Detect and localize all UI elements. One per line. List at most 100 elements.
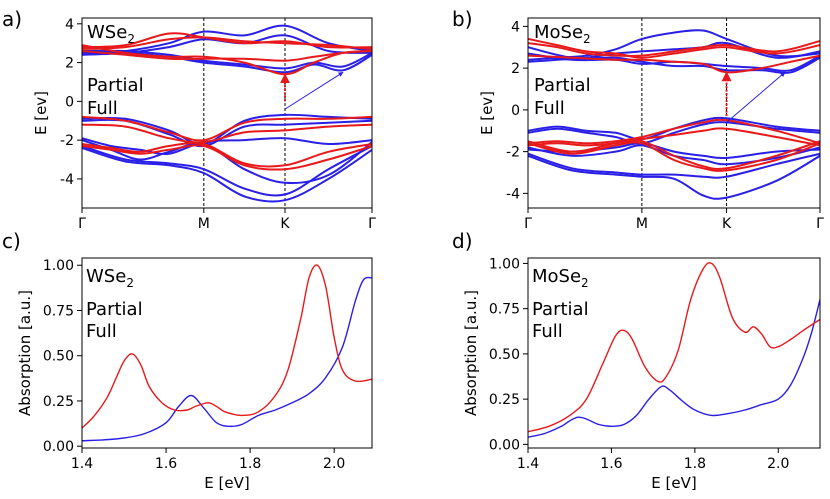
x-tick-label: 1.6 — [155, 456, 177, 472]
y-axis-label: Absorption [a.u.] — [16, 290, 34, 416]
y-tick-label: 2 — [511, 61, 520, 77]
kpoint-label: Γ — [524, 216, 532, 232]
y-tick-label: 0.00 — [43, 439, 74, 455]
legend-full: Full — [532, 321, 563, 342]
y-tick-label: 4 — [511, 19, 520, 35]
kpoint-label: Γ — [368, 216, 376, 232]
axes-frame — [81, 257, 373, 449]
y-tick-label: 0.75 — [489, 302, 520, 318]
band-line-full — [82, 36, 372, 50]
absorption-line-full — [528, 262, 820, 433]
material-label: MoSe2 — [534, 22, 591, 46]
y-tick-label: 0 — [65, 94, 74, 110]
band-line-partial — [528, 121, 820, 145]
x-tick-label: 2.0 — [323, 456, 345, 472]
legend-full: Full — [534, 98, 565, 119]
material-name: WSe — [87, 22, 127, 43]
band-line-full — [528, 118, 820, 145]
panel-letter: b) — [452, 7, 473, 31]
absorption-line-partial — [82, 276, 372, 442]
x-tick-label: 1.4 — [517, 456, 539, 472]
panel-letter: a) — [2, 7, 22, 31]
band-line-full — [528, 139, 820, 171]
x-tick-label: 1.6 — [600, 456, 622, 472]
kpoint-label: M — [198, 216, 210, 232]
kpoint-label: Γ — [816, 216, 824, 232]
panel-letter: d) — [452, 229, 473, 253]
y-tick-label: -4 — [60, 172, 74, 188]
plot-area — [82, 264, 372, 442]
band-line-full — [528, 141, 820, 172]
y-tick-label: 0.50 — [489, 347, 520, 363]
axes-frame — [81, 17, 373, 209]
y-axis-label: E [ev] — [478, 91, 496, 135]
y-tick-label: 1.00 — [43, 258, 74, 274]
band-line-full — [82, 144, 372, 171]
absorption-line-full — [82, 264, 372, 429]
y-tick-label: 0.25 — [43, 394, 74, 410]
y-tick-label: 4 — [65, 17, 74, 33]
legend-full: Full — [86, 321, 117, 342]
y-tick-label: 0.00 — [489, 437, 520, 453]
kpoint-label: K — [722, 216, 732, 232]
material-label: MoSe2 — [532, 266, 589, 290]
legend-partial: Partial — [87, 75, 144, 96]
material-subscript: 2 — [583, 32, 591, 46]
transition-arrow-partial — [284, 71, 344, 110]
y-tick-label: 2 — [65, 56, 74, 72]
transition-arrow-partial — [726, 71, 786, 123]
axes-frame — [527, 257, 821, 449]
y-tick-label: 1.00 — [489, 256, 520, 272]
panel-letter: c) — [2, 229, 21, 253]
material-label: WSe2 — [87, 22, 135, 46]
band-line-partial — [528, 152, 820, 179]
band-line-full — [82, 123, 372, 144]
band-line-partial — [528, 116, 820, 141]
band-line-full — [528, 40, 820, 57]
y-tick-label: 0.75 — [43, 303, 74, 319]
x-axis-label: E [eV] — [651, 474, 696, 492]
band-line-partial — [82, 49, 372, 70]
legend-partial: Partial — [534, 75, 591, 96]
y-tick-label: -2 — [60, 133, 74, 149]
legend-full: Full — [87, 98, 118, 119]
material-name: MoSe — [532, 266, 581, 287]
band-line-full — [82, 44, 372, 76]
absorption-line-partial — [528, 299, 820, 438]
y-tick-label: -2 — [506, 145, 520, 161]
band-line-full — [528, 127, 820, 147]
material-subscript: 2 — [581, 276, 589, 290]
material-subscript: 2 — [126, 276, 134, 290]
material-name: WSe — [86, 266, 126, 287]
band-line-partial — [82, 145, 372, 197]
kpoint-label: Γ — [78, 216, 86, 232]
material-label: WSe2 — [86, 266, 134, 290]
band-line-full — [82, 115, 372, 142]
material-name: MoSe — [534, 22, 583, 43]
band-line-full — [82, 50, 372, 62]
kpoint-label: K — [280, 216, 290, 232]
x-tick-label: 1.8 — [684, 456, 706, 472]
plot-area — [82, 18, 372, 208]
x-tick-label: 1.8 — [239, 456, 261, 472]
band-line-partial — [528, 154, 820, 200]
x-axis-label: E [eV] — [204, 474, 249, 492]
x-tick-label: 1.4 — [71, 456, 93, 472]
axes-frame — [527, 17, 821, 209]
material-subscript: 2 — [127, 32, 135, 46]
y-axis-label: Absorption [a.u.] — [462, 290, 480, 416]
band-line-full — [528, 37, 820, 59]
band-line-partial — [82, 113, 372, 146]
legend-partial: Partial — [86, 299, 143, 320]
panel-c: c) WSe2 Partial Full 0.00 0.25 0.50 0.75 1.0… — [2, 229, 373, 492]
plot-area — [528, 18, 820, 208]
panel-d: d) MoSe2 Partial Full 0.00 0.25 0.50 0.75 1.… — [452, 229, 821, 492]
y-tick-label: -4 — [506, 186, 520, 202]
plot-area — [528, 262, 820, 438]
band-line-full — [528, 54, 820, 74]
band-line-full — [82, 141, 372, 168]
band-line-full — [82, 32, 372, 49]
